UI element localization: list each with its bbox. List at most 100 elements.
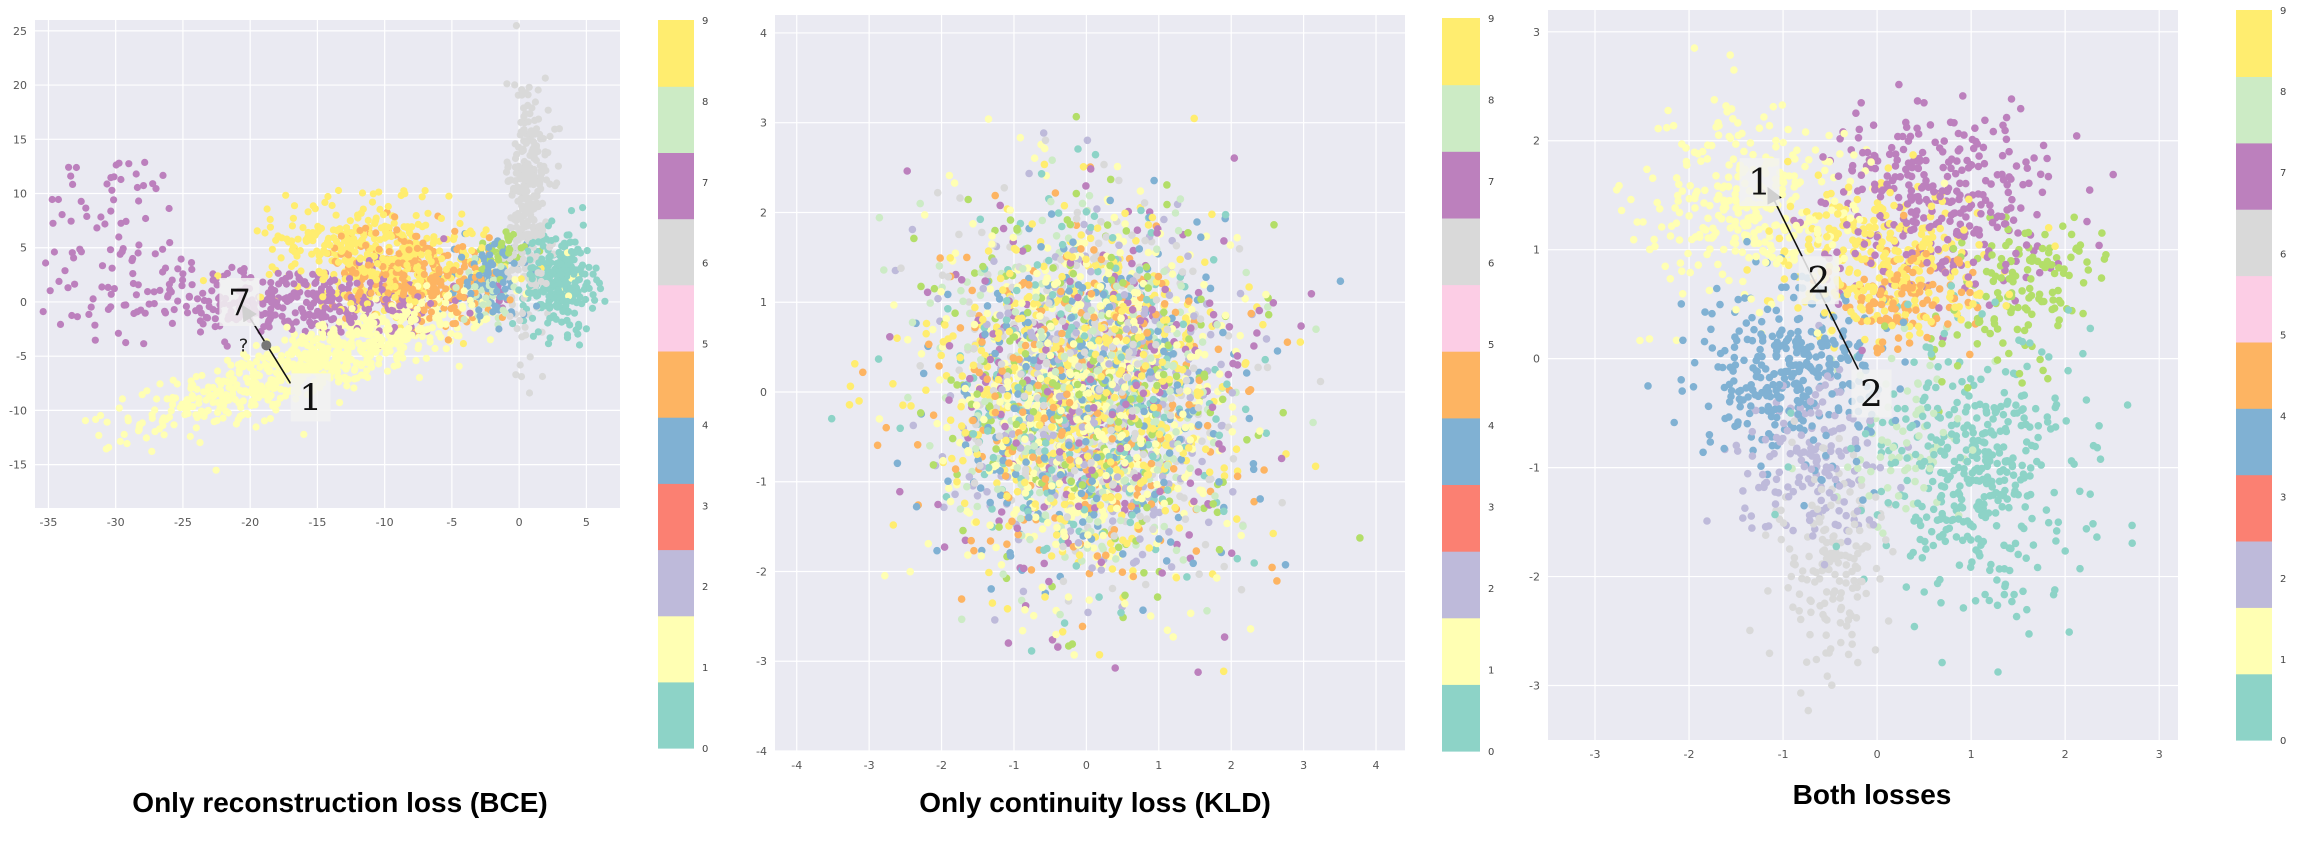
data-point	[253, 227, 261, 235]
data-point	[221, 338, 229, 346]
data-point	[54, 195, 63, 204]
data-point	[1202, 273, 1210, 282]
data-point	[503, 158, 511, 166]
data-point	[413, 262, 421, 270]
data-point	[530, 205, 538, 213]
data-point	[342, 365, 350, 373]
data-point	[179, 276, 187, 284]
data-point	[290, 202, 299, 210]
data-point	[371, 220, 379, 228]
data-point	[910, 234, 918, 243]
data-point	[214, 408, 222, 416]
data-point	[923, 288, 932, 297]
data-point	[1229, 455, 1238, 463]
data-point	[1232, 445, 1241, 454]
data-point	[1040, 559, 1048, 568]
data-point	[391, 282, 399, 291]
data-point	[443, 272, 452, 280]
data-point	[301, 364, 309, 372]
data-point	[517, 195, 525, 203]
scatter-plot-2: -4 -3 -2 -1 0 1 2 3 4-4-3-2-1012340123456789Only…	[756, 14, 1494, 818]
data-point	[1194, 349, 1203, 357]
data-point	[1152, 296, 1161, 304]
data-point	[235, 369, 243, 377]
data-point	[1236, 331, 1244, 340]
data-point	[966, 374, 974, 383]
data-point	[1137, 206, 1145, 215]
data-point	[573, 266, 581, 274]
data-point	[192, 411, 200, 419]
data-point	[1121, 599, 1129, 608]
data-point	[486, 251, 494, 259]
data-point	[1143, 272, 1152, 281]
data-point	[1204, 518, 1213, 527]
data-point	[1183, 573, 1191, 581]
data-point	[315, 342, 323, 350]
data-point	[889, 521, 898, 529]
data-point	[533, 302, 541, 310]
data-point	[1172, 296, 1181, 304]
data-point	[142, 214, 150, 223]
data-point	[363, 250, 371, 258]
data-point	[475, 271, 483, 279]
data-point	[1214, 345, 1223, 354]
data-point	[518, 147, 526, 156]
data-point	[343, 229, 351, 237]
data-point	[211, 323, 219, 331]
data-point	[845, 401, 854, 409]
data-point	[334, 258, 343, 266]
data-point	[467, 289, 475, 298]
data-point	[1143, 329, 1151, 337]
data-point	[506, 312, 514, 320]
data-point	[263, 365, 271, 373]
data-point	[983, 302, 992, 310]
data-point	[335, 295, 343, 303]
data-point	[161, 307, 169, 315]
data-point	[89, 295, 97, 303]
data-point	[236, 386, 244, 394]
data-point	[1167, 394, 1175, 403]
data-point	[212, 466, 220, 474]
data-point	[412, 357, 420, 365]
data-point	[424, 249, 432, 257]
data-point	[968, 286, 976, 295]
data-point	[520, 137, 528, 145]
data-point	[159, 268, 167, 276]
data-point	[521, 185, 529, 193]
data-point	[906, 567, 914, 576]
data-point	[567, 256, 575, 265]
data-point	[922, 319, 931, 328]
data-point	[200, 296, 208, 305]
data-point	[424, 209, 432, 217]
data-point	[132, 170, 140, 178]
data-point	[1309, 418, 1317, 427]
data-point	[518, 202, 526, 210]
data-point	[199, 289, 207, 297]
data-point	[97, 411, 105, 420]
data-point	[538, 255, 546, 263]
data-point	[957, 615, 966, 624]
data-point	[244, 410, 252, 419]
data-point	[1126, 364, 1135, 372]
data-point	[289, 214, 297, 222]
data-point	[129, 254, 137, 263]
data-point	[410, 310, 418, 318]
data-point	[179, 270, 187, 278]
data-point	[265, 270, 273, 279]
data-point	[337, 328, 345, 336]
data-point	[1160, 267, 1168, 276]
data-point	[1111, 664, 1119, 672]
data-point	[485, 243, 493, 251]
data-point	[156, 286, 164, 294]
data-point	[1316, 377, 1325, 386]
data-point	[512, 236, 520, 245]
data-point	[345, 331, 353, 339]
data-point	[367, 325, 375, 333]
data-point	[202, 313, 210, 321]
x-tick-label: -20	[241, 516, 259, 529]
data-point	[417, 251, 426, 259]
data-point	[372, 214, 380, 222]
data-point	[957, 286, 965, 295]
data-point	[997, 561, 1006, 569]
data-point	[1043, 244, 1052, 252]
